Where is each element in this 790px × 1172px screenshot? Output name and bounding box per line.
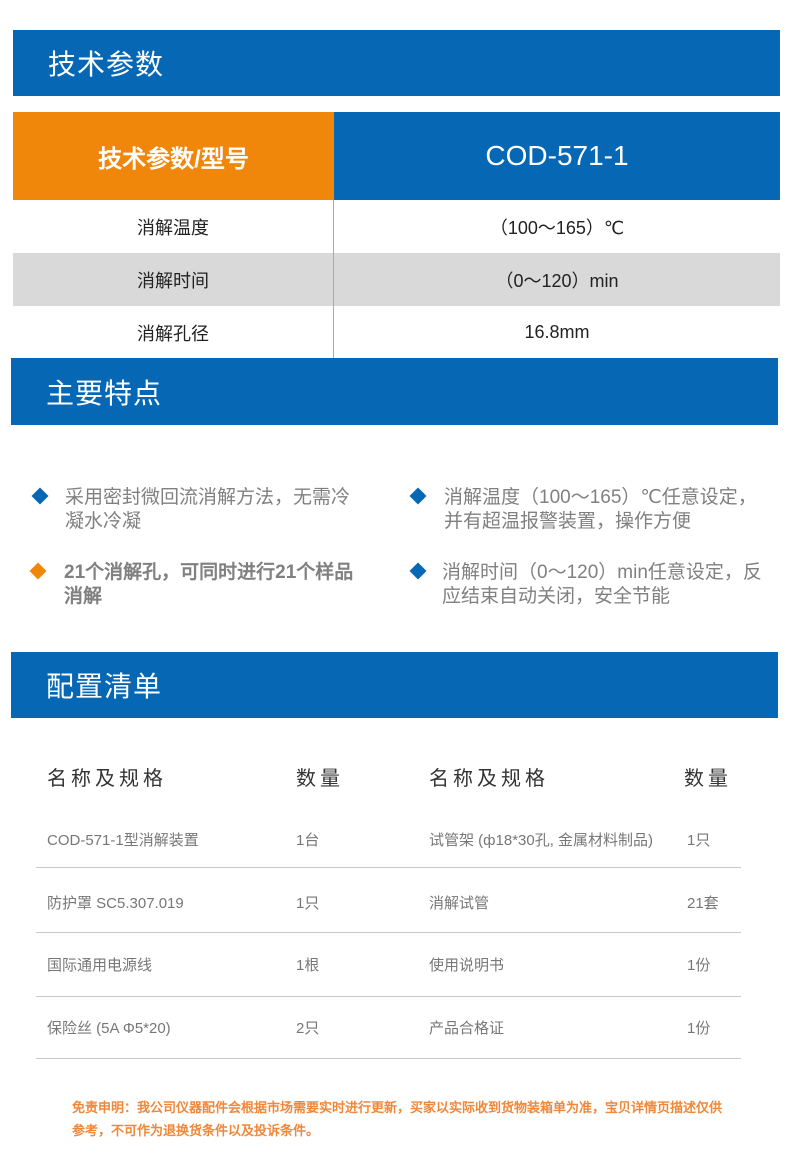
feature-item: 21个消解孔，可同时进行21个样品消解 bbox=[64, 562, 354, 607]
section-title: 技术参数 bbox=[48, 49, 165, 80]
disclaimer: 免责申明：我公司仪器配件会根据市场需要实时进行更新，买家以实际收到货物装箱单为准… bbox=[72, 1100, 723, 1138]
divider bbox=[36, 1058, 741, 1059]
config-item-name: 使用说明书 bbox=[429, 957, 505, 974]
spec-header-label: 技术参数/型号 bbox=[13, 112, 334, 200]
spec-value: 16.8mm bbox=[524, 322, 590, 342]
config-quantity: 1台 bbox=[296, 832, 320, 849]
column-header: 名称及规格 bbox=[47, 768, 167, 790]
config-quantity: 1只 bbox=[687, 832, 711, 849]
diamond-icon bbox=[29, 562, 47, 580]
diamond-icon bbox=[409, 487, 427, 505]
spec-table: 技术参数/型号 COD-571-1 消解温度 （100〜165）℃ 消解时间 （0〜… bbox=[13, 112, 780, 359]
spec-value: （100〜165）℃ bbox=[489, 217, 625, 238]
column-header: 数量 bbox=[684, 768, 732, 790]
spec-header-row: 技术参数/型号 COD-571-1 bbox=[13, 112, 780, 200]
column-header: 数量 bbox=[296, 768, 344, 790]
config-item-name: COD-571-1型消解装置 bbox=[47, 832, 199, 849]
section-title: 主要特点 bbox=[46, 377, 163, 409]
section-header-config: 配置清单 bbox=[11, 652, 778, 718]
config-item-name: 防护罩 SC5.307.019 bbox=[47, 895, 184, 912]
spec-row: 消解时间 （0〜120）min bbox=[13, 253, 780, 306]
spec-value: （0〜120）min bbox=[495, 270, 619, 291]
spec-row: 消解温度 （100〜165）℃ bbox=[13, 200, 780, 253]
config-item-name: 试管架 (ф18*30孔, 金属材料制品) bbox=[429, 832, 654, 849]
feature-item: 采用密封微回流消解方法，无需冷凝水冷凝 bbox=[65, 487, 351, 532]
config-quantity: 1份 bbox=[687, 957, 711, 974]
divider bbox=[36, 867, 741, 868]
config-quantity: 1只 bbox=[296, 895, 320, 912]
config-quantity: 2只 bbox=[296, 1020, 320, 1037]
diamond-icon bbox=[31, 487, 49, 505]
column-header: 名称及规格 bbox=[429, 768, 549, 790]
spec-label: 消解温度 bbox=[13, 200, 334, 253]
config-item-name: 国际通用电源线 bbox=[47, 957, 153, 974]
section-header-features: 主要特点 bbox=[11, 358, 778, 425]
diamond-icon bbox=[409, 562, 427, 580]
spec-header-model: COD-571-1 bbox=[334, 112, 780, 200]
spec-row: 消解孔径 16.8mm bbox=[13, 306, 780, 359]
spec-label: 消解孔径 bbox=[13, 306, 334, 359]
config-quantity: 1根 bbox=[296, 957, 320, 974]
section-header-tech: 技术参数 bbox=[13, 30, 780, 96]
feature-item: 消解温度（100～165）℃任意设定，并有超温报警装置，操作方便 bbox=[444, 487, 757, 532]
config-item-name: 保险丝 (5A Φ5*20) bbox=[47, 1020, 171, 1037]
divider bbox=[36, 932, 741, 933]
config-quantity: 21套 bbox=[687, 895, 719, 912]
config-item-name: 消解试管 bbox=[429, 895, 490, 912]
section-title: 配置清单 bbox=[46, 671, 163, 702]
divider bbox=[36, 996, 741, 997]
spec-label: 消解时间 bbox=[13, 253, 334, 306]
config-quantity: 1份 bbox=[687, 1020, 711, 1037]
config-item-name: 产品合格证 bbox=[429, 1020, 505, 1037]
feature-item: 消解时间（0～120）min任意设定，反应结束自动关闭，安全节能 bbox=[442, 562, 762, 607]
